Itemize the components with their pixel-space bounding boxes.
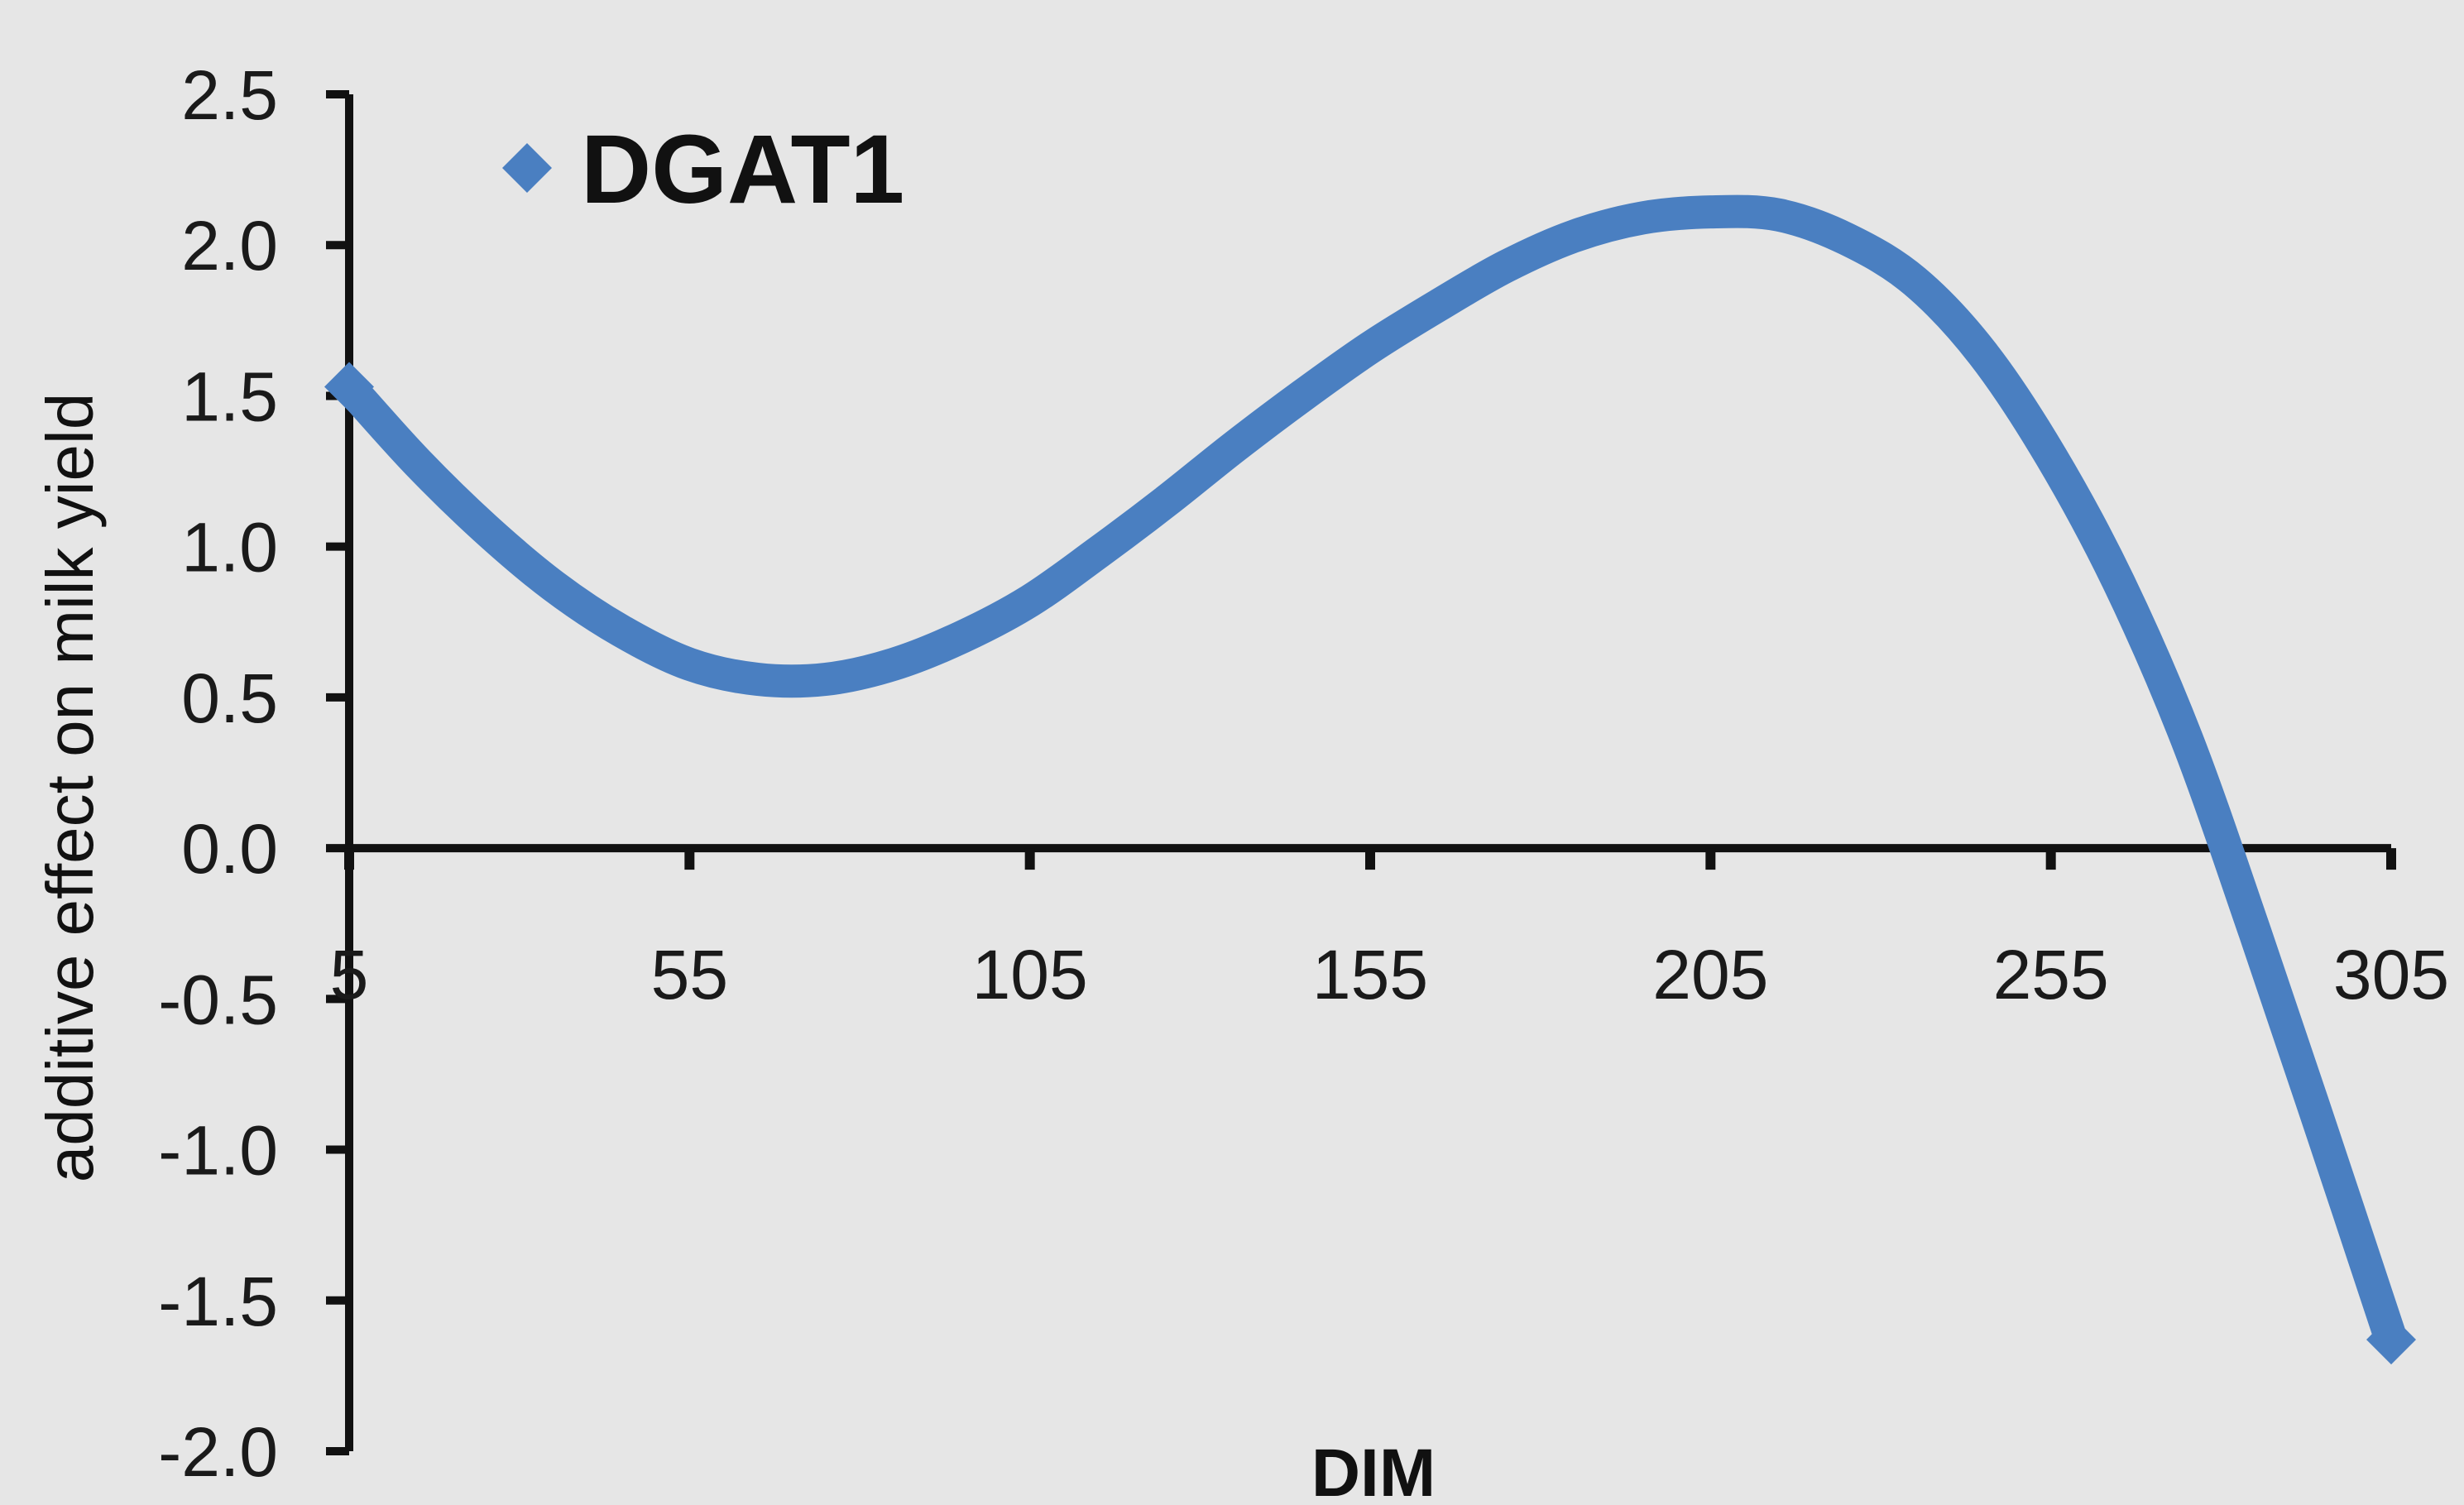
axes [345, 94, 2391, 1451]
x-tick-label: 305 [2333, 936, 2449, 1014]
legend: DGAT1 [502, 115, 904, 224]
y-tick-label: 1.0 [181, 509, 278, 587]
y-tick-label: 1.5 [181, 357, 278, 435]
series-line-dgat1 [333, 194, 2408, 1357]
legend-label: DGAT1 [581, 115, 904, 224]
series [324, 194, 2416, 1365]
y-tick-label: -0.5 [158, 961, 278, 1038]
y-tick-label: -1.0 [158, 1112, 278, 1190]
x-tick-label: 205 [1652, 936, 1768, 1014]
x-tick-label: 55 [651, 936, 728, 1014]
x-tick-label: 105 [972, 936, 1088, 1014]
series-point-marker [2366, 1315, 2416, 1365]
legend-marker-diamond-icon [502, 143, 552, 193]
x-axis-title: DIM [1311, 1436, 1436, 1505]
y-tick-label: 2.5 [181, 56, 278, 134]
y-tick-label: 2.0 [181, 207, 278, 285]
x-tick-label: 255 [1993, 936, 2109, 1014]
y-tick-label: 0.5 [181, 659, 278, 737]
series-point-marker [324, 362, 374, 412]
ticks: 2.52.01.51.00.50.0-0.5-1.0-1.5-2.05 55 105… [158, 56, 2449, 1491]
x-tick-label: 155 [1312, 936, 1428, 1014]
y-axis-title: additive effect on milk yield [33, 393, 107, 1183]
x-tick-label: 5 [330, 936, 369, 1014]
y-tick-label: -1.5 [158, 1263, 278, 1340]
y-tick-label: 0.0 [181, 810, 278, 888]
y-tick-label: -2.0 [158, 1413, 278, 1491]
